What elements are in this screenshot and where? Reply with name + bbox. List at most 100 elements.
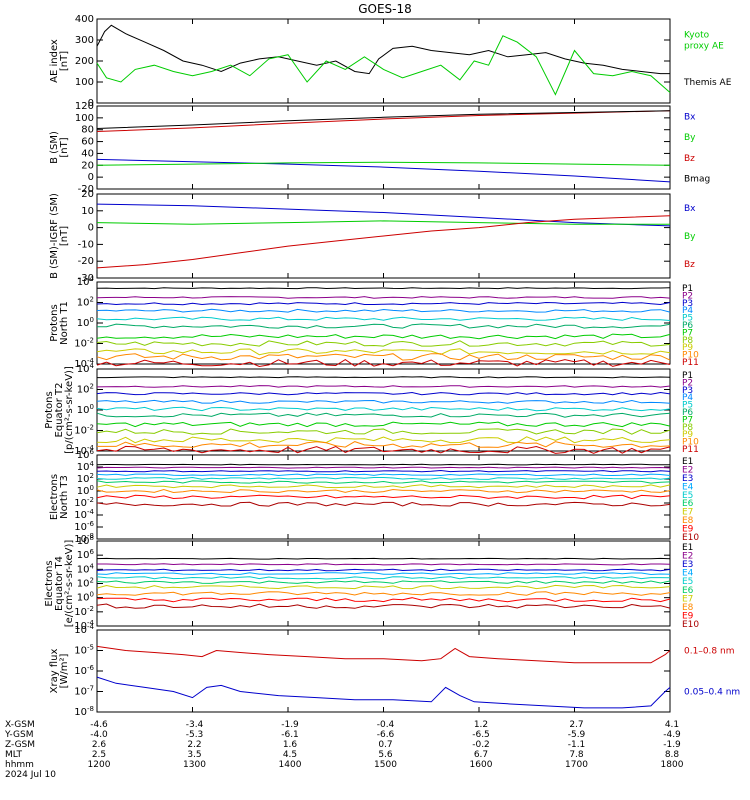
channel-label: E10 bbox=[682, 620, 699, 630]
y-axis-label: [W/m²] bbox=[59, 653, 70, 688]
channel-label: E10 bbox=[682, 533, 699, 543]
channel-label: E5 bbox=[682, 577, 693, 587]
channel-label: E8 bbox=[682, 516, 694, 526]
legend-entry: proxy AE bbox=[684, 42, 724, 52]
channel-line bbox=[97, 323, 671, 329]
time-row-name: MLT bbox=[5, 750, 23, 760]
channel-label: E8 bbox=[682, 603, 694, 613]
channel-label: E6 bbox=[682, 586, 694, 596]
time-row-value: -4.6 bbox=[90, 720, 108, 730]
panel-frame bbox=[96, 368, 671, 452]
series-line bbox=[96, 35, 671, 96]
time-row-value: -1.9 bbox=[663, 740, 681, 750]
time-row-value: -5.3 bbox=[186, 730, 204, 740]
channel-label: P5 bbox=[682, 314, 693, 324]
time-row-value: 7.8 bbox=[569, 750, 584, 760]
time-row-value: 1.2 bbox=[474, 720, 488, 730]
time-row-value: -1.1 bbox=[568, 740, 586, 750]
y-tick-label: 60 bbox=[81, 137, 94, 148]
channel-line bbox=[96, 603, 671, 609]
channel-line bbox=[96, 287, 671, 290]
channel-line bbox=[96, 580, 671, 584]
channel-line bbox=[96, 473, 671, 477]
channel-line bbox=[97, 563, 671, 566]
time-row-value: -6.5 bbox=[472, 730, 490, 740]
y-tick-label: 0 bbox=[88, 98, 94, 109]
time-row-name: Z-GSM bbox=[5, 740, 35, 750]
channel-label: P4 bbox=[682, 393, 693, 403]
time-row-value: 1300 bbox=[183, 760, 206, 770]
channel-line bbox=[96, 340, 671, 347]
channel-line bbox=[96, 557, 671, 560]
channel-line bbox=[96, 484, 671, 489]
channel-line bbox=[96, 348, 671, 356]
channel-line bbox=[96, 296, 671, 299]
y-tick-label: 10-6 bbox=[74, 664, 94, 677]
y-tick-label: -20 bbox=[78, 256, 94, 267]
y-tick-label: 10-4 bbox=[74, 623, 94, 636]
legend-entry: By bbox=[684, 232, 696, 242]
channel-label: P1 bbox=[682, 284, 693, 294]
channel-label: E3 bbox=[682, 560, 693, 570]
y-axis-label: Equator T2 bbox=[54, 383, 65, 438]
channel-line bbox=[96, 316, 671, 321]
time-row-value: 2.5 bbox=[92, 750, 106, 760]
time-row-name: Y-GSM bbox=[4, 730, 33, 740]
channel-label: P7 bbox=[682, 328, 693, 338]
legend-entry: By bbox=[684, 133, 696, 143]
y-axis-label: [nT] bbox=[59, 226, 70, 246]
series-line bbox=[96, 676, 671, 709]
series-line bbox=[96, 203, 671, 227]
channel-label: E1 bbox=[682, 543, 693, 553]
panel-xray: 10-8 10-7 10-6 10-5 10-4 Xray flux [W/m²] 0.1–0… bbox=[49, 623, 740, 718]
y-tick-label: 10-5 bbox=[74, 644, 94, 657]
channel-label: E4 bbox=[682, 482, 694, 492]
channel-line bbox=[96, 488, 671, 494]
channel-label: P10 bbox=[682, 438, 699, 448]
channel-line bbox=[96, 576, 671, 580]
time-row-value: 1800 bbox=[661, 760, 684, 770]
y-tick-label: -10 bbox=[78, 239, 94, 250]
channel-label: P6 bbox=[682, 321, 693, 331]
series-line bbox=[96, 220, 670, 225]
time-row-value: -6.6 bbox=[377, 730, 395, 740]
y-tick-label: 10-2 bbox=[74, 337, 94, 350]
y-tick-label: 10-2 bbox=[74, 605, 94, 618]
y-axis-label: [nT] bbox=[59, 51, 70, 71]
date-label: 2024 Jul 10 bbox=[5, 770, 56, 780]
channel-label: P8 bbox=[682, 336, 693, 346]
channel-label: P9 bbox=[682, 343, 693, 353]
y-tick-label: 10-2 bbox=[74, 424, 94, 437]
time-row-value: -5.9 bbox=[568, 730, 586, 740]
channel-line bbox=[96, 501, 671, 507]
channel-label: P11 bbox=[682, 445, 699, 455]
y-tick-label: 102 bbox=[77, 577, 94, 590]
panel-frame bbox=[96, 540, 671, 627]
y-tick-label: 106 bbox=[77, 548, 95, 561]
channel-label: P7 bbox=[682, 415, 693, 425]
y-tick-label: 80 bbox=[81, 125, 94, 136]
time-row-value: -0.4 bbox=[377, 720, 395, 730]
legend-entry: 0.05–0.4 nm bbox=[684, 688, 740, 698]
y-tick-label: 104 bbox=[77, 362, 95, 375]
y-tick-label: 104 bbox=[77, 275, 95, 288]
legend-entry: Bz bbox=[684, 260, 695, 270]
y-tick-label: 10 bbox=[81, 206, 94, 217]
channel-label: P10 bbox=[682, 351, 699, 361]
legend-entry: Bx bbox=[684, 112, 696, 122]
time-row-value: -4.0 bbox=[90, 730, 108, 740]
y-tick-label: 10-8 bbox=[74, 705, 94, 718]
channel-line bbox=[96, 406, 671, 412]
y-tick-label: 102 bbox=[77, 296, 94, 309]
time-row-value: 8.8 bbox=[665, 750, 680, 760]
channel-label: E9 bbox=[682, 525, 694, 535]
y-tick-label: 10-7 bbox=[74, 685, 94, 698]
channel-line bbox=[96, 301, 671, 306]
channel-line bbox=[96, 445, 671, 454]
legend-entry: Bz bbox=[684, 154, 695, 164]
y-axis-label: [nT] bbox=[59, 137, 70, 157]
y-tick-label: 100 bbox=[77, 591, 94, 604]
y-axis-label: [p/(cm²-s-sr-keV)] bbox=[64, 366, 75, 454]
